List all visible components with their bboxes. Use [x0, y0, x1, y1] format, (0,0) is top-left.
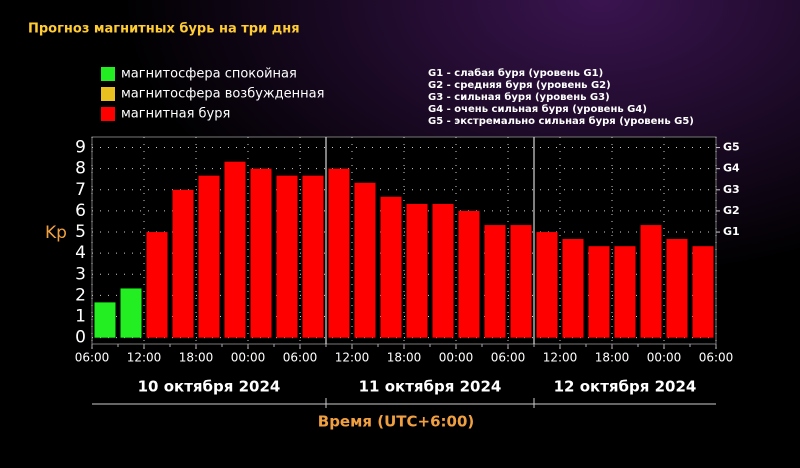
- bar: [198, 175, 220, 338]
- legend-label: магнитосфера спокойная: [121, 67, 297, 82]
- note: G1 - слабая буря (уровень G1): [428, 67, 603, 79]
- legend-swatch: [101, 67, 115, 81]
- bar: [692, 246, 714, 338]
- bar: [562, 239, 584, 338]
- x-tick-label: 18:00: [179, 351, 214, 365]
- y-axis-label: Kp: [45, 223, 67, 243]
- legend-swatch: [101, 107, 115, 121]
- bar: [250, 168, 272, 338]
- date-label: 10 октября 2024: [138, 378, 281, 396]
- chart-title: Прогноз магнитных бурь на три дня: [28, 22, 300, 37]
- x-tick-label: 06:00: [491, 351, 526, 365]
- y2-tick-label: G1: [723, 225, 740, 238]
- y-tick-label: 2: [75, 285, 86, 305]
- bar: [536, 232, 558, 338]
- y-tick-label: 8: [75, 159, 86, 179]
- y-tick-label: 9: [75, 138, 86, 158]
- x-tick-label: 06:00: [283, 351, 318, 365]
- bar: [510, 225, 532, 338]
- bar: [588, 246, 610, 338]
- bar: [302, 175, 324, 338]
- date-label: 11 октября 2024: [359, 378, 502, 396]
- bar: [432, 203, 454, 338]
- x-tick-label: 12:00: [127, 351, 162, 365]
- bar: [406, 203, 428, 338]
- x-tick-label: 00:00: [231, 351, 266, 365]
- bar: [484, 225, 506, 338]
- bar: [146, 232, 168, 338]
- x-tick-label: 12:00: [543, 351, 578, 365]
- bar: [458, 210, 480, 338]
- y-tick-label: 5: [75, 222, 86, 242]
- y2-tick-label: G4: [723, 162, 740, 175]
- note: G5 - экстремально сильная буря (уровень …: [428, 115, 694, 127]
- x-tick-label: 18:00: [595, 351, 630, 365]
- legend-label: магнитная буря: [121, 107, 230, 122]
- y-tick-label: 7: [75, 180, 86, 200]
- x-tick-label: 00:00: [647, 351, 682, 365]
- x-tick-label: 12:00: [335, 351, 370, 365]
- x-tick-label: 06:00: [75, 351, 110, 365]
- date-label: 12 октября 2024: [554, 378, 697, 396]
- legend-label: магнитосфера возбужденная: [121, 87, 324, 102]
- x-tick-label: 00:00: [439, 351, 474, 365]
- legend-swatch: [101, 87, 115, 101]
- x-axis-label: Время (UTC+6:00): [318, 413, 474, 431]
- bar: [666, 239, 688, 338]
- bar: [354, 182, 376, 338]
- note: G3 - сильная буря (уровень G3): [428, 91, 610, 103]
- bar: [380, 196, 402, 338]
- y-tick-label: 4: [75, 243, 86, 263]
- note: G2 - средняя буря (уровень G2): [428, 79, 611, 91]
- bar: [614, 246, 636, 338]
- bar: [94, 302, 116, 338]
- y-tick-label: 0: [75, 328, 86, 348]
- y-tick-label: 6: [75, 201, 86, 221]
- x-tick-label: 06:00: [699, 351, 734, 365]
- bar: [640, 225, 662, 338]
- bar: [120, 288, 142, 338]
- x-tick-label: 18:00: [387, 351, 422, 365]
- y2-tick-label: G3: [723, 183, 740, 196]
- plot-area: [91, 136, 717, 345]
- y2-tick-label: G5: [723, 141, 740, 154]
- bar: [328, 168, 350, 338]
- bar: [224, 161, 246, 338]
- bar: [276, 175, 298, 338]
- y2-tick-label: G2: [723, 204, 740, 217]
- y-tick-label: 3: [75, 264, 86, 284]
- y-tick-label: 1: [75, 307, 86, 327]
- note: G4 - очень сильная буря (уровень G4): [428, 103, 647, 115]
- bar: [172, 189, 194, 338]
